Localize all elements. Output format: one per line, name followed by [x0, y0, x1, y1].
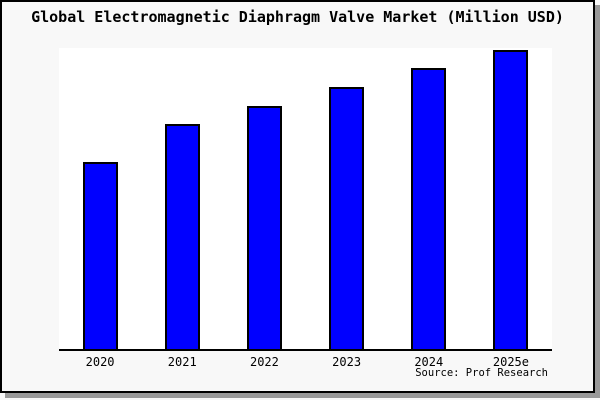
- x-tick-label: 2024: [414, 355, 444, 369]
- x-axis-labels: 2020 2021 2022 2023 2024 2025e: [59, 355, 552, 369]
- bar-2020: [82, 161, 118, 349]
- plot-area: [59, 48, 552, 351]
- bar-2023: [329, 86, 365, 349]
- bar-slot: [470, 48, 552, 349]
- bar-2021: [164, 124, 200, 349]
- bar-2024: [411, 68, 447, 349]
- x-tick-label: 2023: [332, 355, 362, 369]
- bar-slot: [223, 48, 305, 349]
- bar-slot: [306, 48, 388, 349]
- bar-slot: [59, 48, 141, 349]
- bars: [59, 48, 552, 349]
- bar-slot: [141, 48, 223, 349]
- source-credit: Source: Prof Research: [415, 367, 548, 379]
- x-tick-label: 2022: [249, 355, 279, 369]
- x-tick-label: 2021: [167, 355, 197, 369]
- x-tick-label: 2020: [85, 355, 115, 369]
- bar-slot: [388, 48, 470, 349]
- bar-2022: [246, 105, 282, 349]
- x-tick-label: 2025e: [492, 355, 529, 369]
- bar-2025e: [493, 49, 529, 349]
- chart-figure: Global Electromagnetic Diaphragm Valve M…: [0, 0, 595, 393]
- chart-title: Global Electromagnetic Diaphragm Valve M…: [31, 8, 564, 26]
